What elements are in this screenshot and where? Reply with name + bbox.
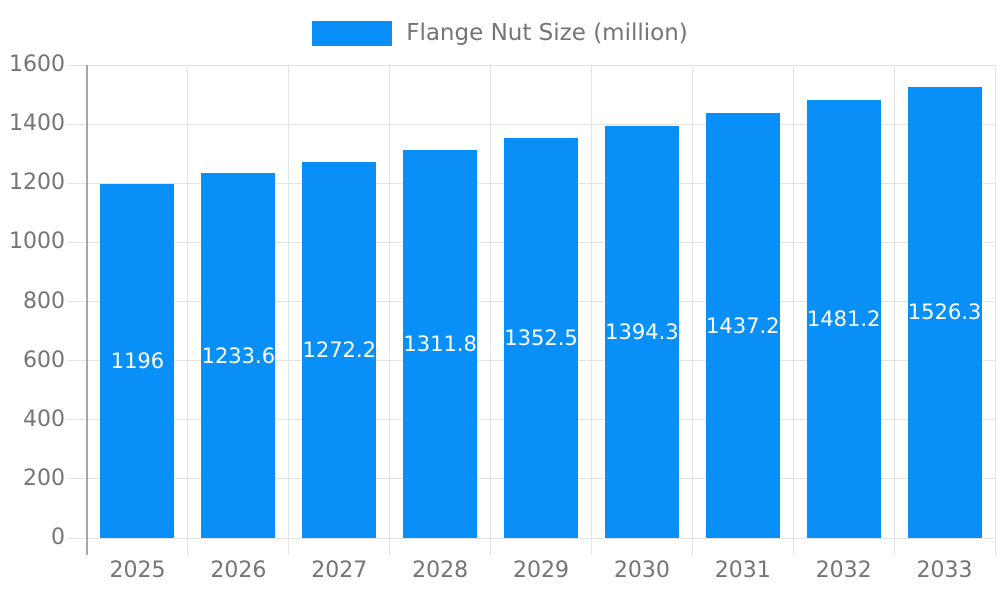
y-tick-label-400: 400 bbox=[23, 406, 65, 432]
bar-value-label: 1394.3 bbox=[605, 319, 679, 344]
bar-value-label: 1526.3 bbox=[907, 300, 982, 325]
x-tick-label-2031: 2031 bbox=[714, 558, 771, 583]
bar-2030[interactable]: 1394.3 bbox=[604, 125, 679, 538]
bar-2028[interactable]: 1311.8 bbox=[403, 150, 478, 538]
chart-legend[interactable]: Flange Nut Size (million) bbox=[0, 16, 1000, 50]
bar-2025[interactable]: 1196 bbox=[100, 184, 175, 538]
bar-value-label: 1481.2 bbox=[806, 307, 881, 332]
bar-2026[interactable]: 1233.6 bbox=[201, 173, 276, 538]
x-tick-label-2032: 2032 bbox=[815, 558, 872, 583]
gridline-x-boundary-8 bbox=[893, 65, 895, 555]
gridline-x-boundary-3 bbox=[389, 65, 391, 555]
y-axis-labels: 0 200 400 600 800 1000 1200 1400 1600 bbox=[0, 53, 65, 550]
x-tick-label-2028: 2028 bbox=[412, 558, 469, 583]
bar-2033[interactable]: 1526.3 bbox=[907, 86, 982, 538]
y-tick-label-1200: 1200 bbox=[9, 170, 65, 196]
y-axis-line bbox=[86, 65, 88, 555]
gridline-x-boundary-7 bbox=[792, 65, 794, 555]
x-tick-label-2026: 2026 bbox=[210, 558, 267, 583]
gridline-x-boundary-4 bbox=[490, 65, 492, 555]
y-tick-label-800: 800 bbox=[23, 288, 65, 314]
x-tick-label-2027: 2027 bbox=[311, 558, 368, 583]
bar-value-label: 1437.2 bbox=[706, 313, 780, 338]
legend-label: Flange Nut Size (million) bbox=[406, 20, 688, 46]
x-tick-label-2025: 2025 bbox=[109, 558, 166, 583]
bar-value-label: 1311.8 bbox=[403, 332, 477, 357]
y-tick-label-1000: 1000 bbox=[9, 229, 65, 255]
x-tick-label-2033: 2033 bbox=[916, 558, 973, 583]
gridline-y-1400 bbox=[67, 123, 995, 125]
bar-2027[interactable]: 1272.2 bbox=[302, 161, 377, 538]
gridline-x-boundary-2 bbox=[288, 65, 290, 555]
plot-area: 1196 1233.6 1272.2 1311.8 1352.5 1394.3 1437.2… bbox=[67, 64, 996, 555]
bar-value-label: 1233.6 bbox=[201, 343, 276, 368]
y-tick-label-600: 600 bbox=[23, 347, 65, 373]
gridline-x-boundary-5 bbox=[590, 65, 592, 555]
y-tick-label-1400: 1400 bbox=[9, 111, 65, 137]
bar-2032[interactable]: 1481.2 bbox=[806, 100, 881, 538]
bar-value-label: 1196 bbox=[110, 349, 165, 374]
bar-2031[interactable]: 1437.2 bbox=[705, 113, 780, 538]
y-tick-label-0: 0 bbox=[51, 525, 65, 550]
bar-value-label: 1272.2 bbox=[302, 337, 376, 362]
gridline-y-0 bbox=[67, 537, 995, 539]
legend-swatch-icon bbox=[312, 20, 393, 46]
x-tick-label-2029: 2029 bbox=[513, 558, 569, 583]
x-tick-label-2030: 2030 bbox=[613, 558, 670, 583]
bar-value-label: 1352.5 bbox=[504, 326, 578, 351]
gridline-x-boundary-6 bbox=[691, 65, 693, 555]
gridline-y-1600 bbox=[67, 64, 995, 66]
x-axis-labels: 2025 2026 2027 2028 2029 2030 2031 2032 2033 bbox=[87, 558, 995, 588]
y-tick-label-200: 200 bbox=[23, 465, 65, 491]
gridline-x-boundary-9 bbox=[994, 65, 996, 555]
gridline-x-boundary-1 bbox=[187, 65, 189, 555]
y-tick-label-1600: 1600 bbox=[9, 52, 65, 77]
bar-2029[interactable]: 1352.5 bbox=[504, 138, 578, 538]
